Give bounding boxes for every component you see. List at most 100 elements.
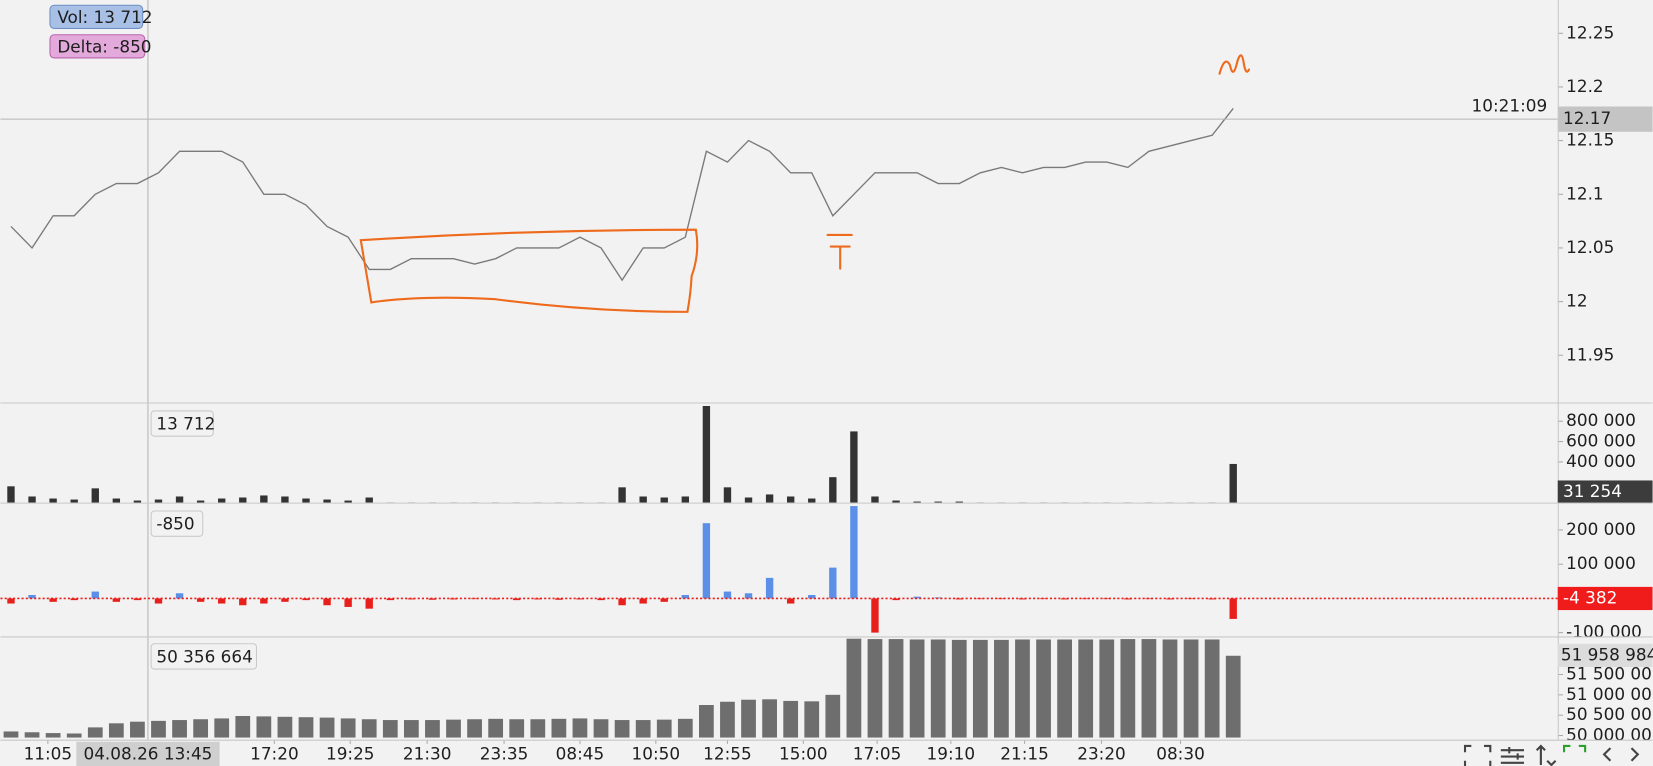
x-tick-label: 17:20 [250,743,299,763]
bar [196,598,205,602]
value-box-label: -850 [156,514,194,534]
bar [951,639,967,738]
bar [319,717,335,738]
y-tick-label: 50 500 000 [1566,704,1653,724]
bar [382,720,398,738]
bar [70,499,78,503]
bar [1036,639,1051,738]
x-tick-label: 21:15 [1000,743,1049,763]
bar [850,506,858,599]
x-tick-label: 08:45 [556,743,605,763]
bar [24,732,40,738]
value-box [150,643,258,670]
bar [576,598,584,600]
bar [618,598,626,606]
bar [804,701,820,738]
bar [1039,598,1048,600]
bar [1166,598,1174,600]
bar [344,598,352,607]
x-tick-label: 21:30 [403,743,452,763]
bar [639,598,647,604]
bar [888,639,904,738]
legend-box [49,34,146,59]
bar [1099,639,1115,738]
y-tick-label: 50 000 000 [1566,725,1653,745]
bar [808,594,816,599]
y-tick-label: 800 000 [1566,410,1636,430]
bar [386,598,394,601]
toolbar [1463,744,1640,766]
bar [218,598,226,604]
x-tick-label: 19:25 [326,743,375,763]
bar [723,591,732,599]
bar [1018,598,1027,600]
y-tick-label: 100 000 [1566,553,1636,573]
bar [1078,639,1094,738]
bar [28,594,36,599]
bar [656,719,672,738]
bar [723,487,732,503]
last-value-box [1557,586,1653,611]
x-tick-label: 10:50 [632,743,681,763]
bar [365,497,373,503]
bar [934,501,942,503]
bar [744,497,753,503]
bar [1204,639,1220,738]
bar [7,598,15,604]
settings-icon[interactable] [1500,747,1525,764]
bar [449,598,458,600]
bar [867,639,883,738]
x-tick-label: 12:55 [703,743,752,763]
bar [66,733,82,738]
bar [765,577,774,599]
bar [28,496,36,503]
fullscreen-icon[interactable] [1463,744,1492,766]
bar [175,496,184,503]
bar [1120,639,1136,738]
bar [639,496,647,503]
bar [597,598,605,601]
bar [509,719,525,738]
bar [323,499,331,503]
bar [133,598,142,601]
bar [513,598,521,601]
bar [154,598,163,604]
bar [87,727,103,738]
top-mark [1218,54,1251,75]
bar [846,638,862,738]
bar [365,598,373,609]
bar [741,699,756,738]
bar [850,431,858,503]
bar [762,699,777,738]
bar [681,594,689,599]
bar [997,598,1006,600]
bar [1187,598,1195,600]
bar [49,498,57,503]
bar [555,598,563,600]
y-tick-label: 12.25 [1566,22,1614,42]
y-tick-label: 12.15 [1566,130,1614,150]
value-box-label: 50 356 664 [156,646,252,666]
x-tick-label: 23:35 [480,743,529,763]
crosshair-time-box [76,741,220,766]
panel-separators [0,0,1653,741]
autoscale-icon[interactable] [1562,744,1587,753]
bar [593,719,609,738]
bar [1082,598,1090,600]
bar [871,598,879,633]
scale-icon[interactable] [1535,744,1557,766]
scroll-right[interactable] [1630,747,1640,762]
bar [49,598,57,602]
bar [1124,598,1132,600]
bar [1208,598,1216,600]
bar [783,700,799,738]
bar [871,496,879,503]
bar [323,598,331,606]
bar [551,718,567,738]
scroll-left[interactable] [1602,747,1612,762]
bar [825,694,841,738]
bar [1162,639,1178,738]
bar [994,639,1009,738]
value-box [150,510,204,537]
bar [720,701,735,738]
